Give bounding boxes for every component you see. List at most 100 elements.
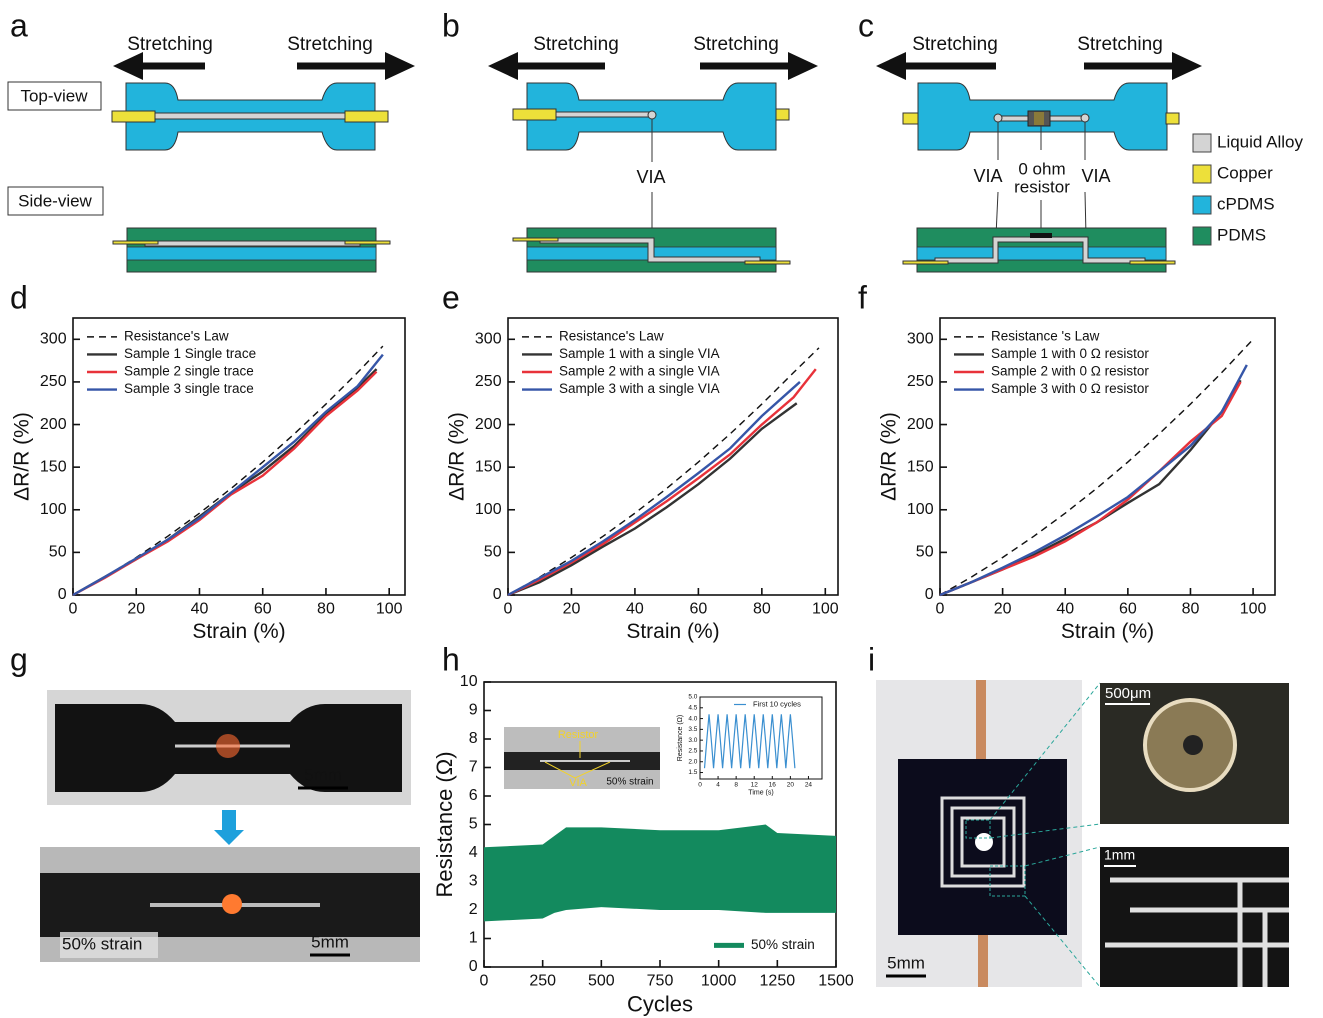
figure: a b c d e f g h i Top-view Side-view 5mm… <box>0 0 1323 1018</box>
arrow-head <box>788 52 818 80</box>
x-tick-label: 750 <box>647 973 674 990</box>
legend-label: Sample 3 single trace <box>124 381 254 396</box>
panel-label: g <box>10 641 28 677</box>
x-tick-label: 4 <box>716 782 720 789</box>
via-dot <box>648 111 656 119</box>
strain-label: 50% strain <box>606 777 653 788</box>
data-line <box>508 382 800 595</box>
via-label: VIA <box>973 166 1002 186</box>
y-tick-label: 300 <box>475 331 502 348</box>
stretching-label: Stretching <box>693 34 779 55</box>
copper <box>513 238 558 241</box>
y-tick-label: 6 <box>469 787 478 804</box>
y-axis-label: ΔR/R (%) <box>446 412 469 501</box>
copper <box>903 113 918 124</box>
x-tick-label: 0 <box>504 601 513 618</box>
y-tick-label: 2.5 <box>688 748 697 755</box>
liquid-alloy <box>145 241 360 246</box>
y-tick-label: 250 <box>40 373 67 390</box>
stretching-label: Stretching <box>1077 34 1163 55</box>
x-tick-label: 80 <box>317 601 335 618</box>
scale-label: 5mm <box>304 765 342 784</box>
x-tick-label: 80 <box>1182 601 1200 618</box>
scale-label: 1mm <box>1104 847 1135 863</box>
x-tick-label: 20 <box>787 782 795 789</box>
x-tick-label: 0 <box>480 973 489 990</box>
y-tick-label: 0 <box>925 586 934 603</box>
photo <box>1100 847 1289 987</box>
panel-label: h <box>442 641 460 677</box>
legend-label: Sample 3 with a single VIA <box>559 381 720 396</box>
side-view-label: Side-view <box>18 191 92 210</box>
y-tick-label: 9 <box>469 702 478 719</box>
y-tick-label: 3 <box>469 873 478 890</box>
legend-label: First 10 cycles <box>753 699 801 708</box>
panel-label: i <box>868 641 875 677</box>
y-tick-label: 2.0 <box>688 758 697 765</box>
data-line <box>73 369 377 595</box>
arrow <box>214 810 244 845</box>
data-line <box>940 380 1241 595</box>
via-label: VIA <box>569 777 587 789</box>
x-tick-label: 40 <box>1056 601 1074 618</box>
resistor-label: Resistor <box>558 729 599 741</box>
y-tick-label: 200 <box>475 416 502 433</box>
legend-label: Liquid Alloy <box>1217 132 1304 151</box>
x-axis-label: Cycles <box>627 991 693 1016</box>
led-glow <box>222 894 242 914</box>
via-dot <box>994 114 1002 122</box>
legend-label: PDMS <box>1217 225 1266 244</box>
x-tick-label: 1000 <box>701 973 737 990</box>
x-tick-label: 20 <box>127 601 145 618</box>
y-tick-label: 50 <box>916 544 934 561</box>
x-axis-label: Time (s) <box>748 789 773 796</box>
resistor-body <box>1034 112 1044 125</box>
data-band <box>484 825 836 922</box>
stretching-label: Stretching <box>287 34 373 55</box>
legend-label: Sample 2 single trace <box>124 364 254 379</box>
panel-label: f <box>858 279 867 315</box>
panel-label: e <box>442 279 460 315</box>
y-axis-label: ΔR/R (%) <box>11 412 34 501</box>
panel-label: a <box>10 7 28 43</box>
resistor-label: resistor <box>1014 177 1070 196</box>
x-tick-label: 16 <box>769 782 777 789</box>
y-tick-label: 300 <box>907 331 934 348</box>
y-tick-label: 0 <box>469 958 478 975</box>
y-tick-label: 250 <box>475 373 502 390</box>
y-tick-label: 100 <box>907 501 934 518</box>
x-tick-label: 80 <box>753 601 771 618</box>
x-tick-label: 250 <box>529 973 556 990</box>
y-tick-label: 0 <box>58 586 67 603</box>
y-tick-label: 1.5 <box>688 769 697 776</box>
x-tick-label: 1500 <box>818 973 854 990</box>
x-tick-label: 500 <box>588 973 615 990</box>
y-tick-label: 2 <box>469 901 478 918</box>
legend-label: Sample 1 with a single VIA <box>559 346 720 361</box>
via-dot <box>1081 114 1089 122</box>
panel-label: c <box>858 7 874 43</box>
x-tick-label: 60 <box>254 601 272 618</box>
arrow-head <box>113 52 143 80</box>
copper <box>113 241 158 244</box>
legend-label: Sample 3 with 0 Ω resistor <box>991 381 1149 396</box>
x-tick-label: 0 <box>698 782 702 789</box>
y-axis-label: ΔR/R (%) <box>878 412 901 501</box>
y-tick-label: 150 <box>907 458 934 475</box>
arrow-head <box>1172 52 1202 80</box>
liquid-alloy <box>155 113 345 119</box>
x-tick-label: 40 <box>626 601 644 618</box>
copper <box>745 261 790 264</box>
y-tick-label: 4.5 <box>688 705 697 712</box>
arrow-head <box>385 52 415 80</box>
x-tick-label: 60 <box>689 601 707 618</box>
x-tick-label: 60 <box>1119 601 1137 618</box>
x-tick-label: 1250 <box>760 973 796 990</box>
x-tick-label: 8 <box>734 782 738 789</box>
stretching-label: Stretching <box>912 34 998 55</box>
y-tick-label: 100 <box>475 501 502 518</box>
copper <box>112 111 155 122</box>
via-hole <box>1183 735 1203 755</box>
y-axis-label: Resistance (Ω) <box>432 751 457 897</box>
copper-strip <box>976 680 986 770</box>
